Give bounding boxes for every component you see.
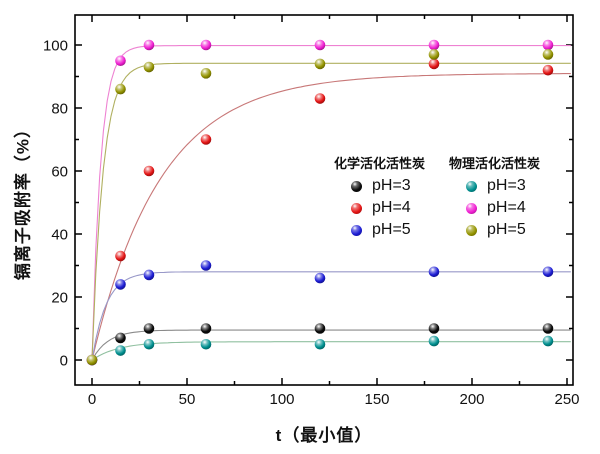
svg-text:200: 200 [459,391,484,408]
data-point-marker [200,134,212,145]
data-point-marker [542,323,554,334]
data-point-marker [428,58,440,70]
ball-marker-icon [466,180,478,192]
legend-item: pH=5 [334,219,425,241]
data-point-marker [542,335,554,347]
plot-box [74,14,574,386]
svg-text:0: 0 [60,353,68,370]
legend-item: pH=3 [334,175,425,197]
legend-item: pH=4 [334,197,425,219]
ball-marker-icon [351,202,362,214]
data-point-marker [143,165,155,177]
data-point-marker [143,61,155,73]
ball-marker-icon [466,224,478,236]
axis-ticks [75,15,573,385]
data-point-marker [200,68,212,79]
fit-curve-2 [91,271,571,361]
data-point-marker [314,338,326,350]
fit-curve-3 [91,341,571,361]
fit-curve-5 [91,62,571,361]
legend-item-label: pH=4 [487,199,526,216]
legend-item-label: pH=4 [372,199,411,216]
data-point-marker [314,272,326,284]
data-point-marker [115,250,126,262]
data-point-marker [428,323,440,334]
svg-text:100: 100 [269,391,294,408]
svg-text:100: 100 [43,38,68,55]
x-tick-labels: 0 50 100 150 200 250 [88,391,580,408]
data-point-marker [143,269,155,281]
data-point-marker [115,55,126,67]
data-point-marker [115,332,126,344]
data-point-marker [143,338,155,350]
legend-group-physical: 物理活化活性炭 pH=3 pH=4 pH=5 [449,153,540,241]
data-point-marker [428,266,440,278]
data-point-marker [115,279,126,290]
x-axis-title: t（最小值） [275,426,373,445]
legend-group-chemical: 化学活化活性炭 pH=3 pH=4 pH=5 [334,153,425,241]
data-point-marker [200,338,212,350]
svg-text:40: 40 [51,227,68,244]
svg-text:60: 60 [51,164,68,181]
legend-item: pH=5 [449,219,540,241]
data-point-marker [200,39,212,51]
data-point-marker [314,39,326,51]
fit-curves [91,45,571,361]
data-point-marker [200,323,212,334]
data-point-marker [115,345,126,356]
y-tick-labels: 0 20 40 60 80 100 [43,38,68,370]
ball-marker-icon [351,180,362,192]
ball-marker-icon [466,202,478,214]
data-point-marker [542,266,554,278]
legend-header-chemical: 化学活化活性炭 [334,156,426,171]
fit-curve-1 [91,73,571,361]
data-point-marker [86,354,98,366]
data-point-marker [428,335,440,347]
svg-text:80: 80 [51,101,68,118]
legend-item-label: pH=5 [372,221,411,238]
legend-header-physical: 物理活化活性炭 [449,156,541,171]
data-point-marker [200,260,212,271]
svg-text:250: 250 [554,391,579,408]
legend-item: pH=3 [449,175,540,197]
data-point-marker [143,323,155,334]
fit-curve-0 [91,329,571,361]
data-point-marker [314,58,326,70]
y-axis-title: 镉离子吸附率（%） [13,119,33,281]
data-point-marker [143,39,155,51]
data-point-marker [428,49,440,60]
legend-item-label: pH=5 [487,221,526,238]
svg-text:20: 20 [51,290,68,307]
data-points [86,39,554,366]
data-point-marker [542,49,554,60]
svg-text:50: 50 [179,391,196,408]
legend-item-label: pH=3 [372,177,411,194]
svg-text:0: 0 [88,391,96,408]
legend-item-label: pH=3 [487,177,526,194]
data-point-marker [115,83,126,95]
data-point-marker [542,64,554,76]
fit-curve-4 [91,45,571,361]
chart-legend: 化学活化活性炭 pH=3 pH=4 pH=5 物理活化活性炭 pH=3 [334,153,540,241]
data-point-marker [314,93,326,104]
ball-marker-icon [351,224,362,236]
data-point-marker [428,39,440,51]
svg-text:150: 150 [364,391,389,408]
data-point-marker [314,323,326,334]
legend-item: pH=4 [449,197,540,219]
data-point-marker [542,39,554,51]
